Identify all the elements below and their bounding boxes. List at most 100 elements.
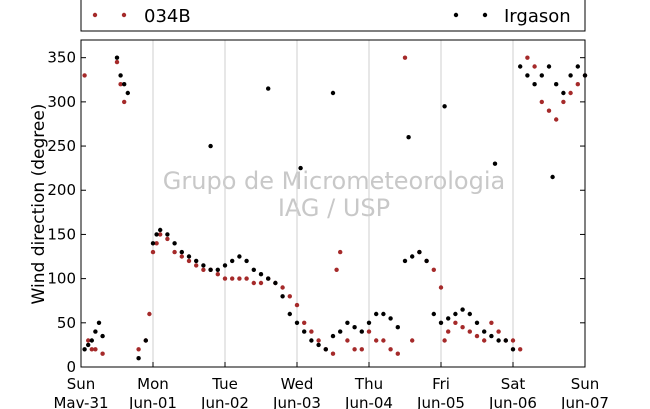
point-irgason (503, 338, 508, 343)
x-tick-date: Jun-04 (344, 394, 393, 409)
point-034b (446, 329, 451, 334)
point-034b (302, 320, 307, 325)
point-irgason (201, 263, 206, 268)
x-tick-date: Jun-05 (416, 394, 465, 409)
point-irgason (539, 73, 544, 78)
point-irgason (374, 311, 379, 317)
point-034b (453, 320, 458, 325)
point-irgason (93, 329, 98, 334)
x-tick-day: Sun (571, 375, 600, 393)
x-tick-day: Sun (67, 375, 96, 393)
point-034b (316, 338, 321, 343)
point-irgason (424, 258, 429, 264)
point-irgason (561, 90, 566, 96)
point-irgason (554, 82, 559, 87)
point-irgason (125, 90, 130, 96)
point-034b (532, 64, 537, 69)
plot-frame (80, 39, 586, 368)
point-irgason (438, 320, 444, 325)
point-irgason (431, 311, 436, 317)
point-irgason (467, 311, 472, 317)
point-irgason (258, 272, 264, 277)
point-irgason (222, 263, 228, 268)
point-034b (489, 320, 494, 325)
point-034b (136, 347, 141, 352)
point-034b (251, 280, 256, 286)
point-irgason (330, 333, 336, 339)
x-tick-day: Thu (354, 375, 383, 393)
point-034b (309, 329, 314, 334)
point-irgason (568, 73, 573, 78)
point-irgason (237, 254, 242, 259)
point-irgason (395, 325, 400, 330)
x-tick-day: Fri (432, 375, 450, 393)
point-034b (287, 294, 292, 299)
point-irgason (165, 232, 170, 237)
point-irgason (352, 325, 357, 330)
x-tick-date: Jun-07 (560, 394, 609, 409)
point-034b (525, 55, 530, 60)
point-irgason (251, 267, 256, 272)
point-irgason (172, 241, 177, 246)
point-irgason (359, 329, 364, 334)
point-034b (410, 338, 415, 343)
point-irgason (208, 267, 213, 272)
x-tick-day: Mon (137, 375, 169, 393)
point-irgason (546, 64, 552, 69)
point-irgason (302, 329, 307, 334)
x-tick-date: Jun-02 (200, 394, 249, 409)
point-034b (442, 338, 447, 343)
point-034b (496, 329, 501, 334)
point-irgason (96, 320, 102, 325)
point-irgason (122, 82, 127, 87)
point-irgason (525, 73, 530, 78)
point-irgason (208, 143, 213, 149)
point-irgason (338, 329, 343, 334)
point-irgason (489, 333, 494, 339)
legend-marker-034b-1 (92, 12, 98, 18)
point-irgason (492, 161, 498, 166)
point-034b (438, 285, 444, 290)
legend-label-034b: 034B (144, 6, 191, 27)
point-irgason (298, 165, 303, 171)
y-tick-label: 0 (66, 358, 76, 376)
point-irgason (309, 338, 314, 343)
point-irgason (366, 320, 372, 325)
point-irgason (186, 254, 192, 259)
point-034b (575, 82, 580, 87)
point-034b (230, 276, 235, 281)
point-034b (172, 249, 177, 255)
point-034b (474, 333, 480, 339)
y-tick-label: 150 (47, 225, 76, 243)
point-irgason (575, 64, 580, 69)
point-034b (518, 347, 523, 352)
legend-label-irgason: Irgason (504, 6, 571, 27)
point-034b (258, 280, 264, 286)
point-034b (366, 329, 372, 334)
point-034b (568, 90, 573, 96)
point-034b (460, 325, 465, 330)
point-034b (215, 272, 220, 277)
watermark-line-2: IAG / USP (278, 194, 390, 222)
point-irgason (86, 342, 91, 348)
point-034b (388, 347, 393, 352)
point-irgason (273, 280, 278, 286)
point-irgason (345, 320, 350, 325)
point-irgason (230, 258, 235, 264)
point-irgason (136, 356, 141, 361)
y-tick-label: 300 (47, 93, 76, 111)
y-axis-ticks: 0 50 100 150 200 250 300 350 (47, 49, 585, 376)
point-034b (359, 347, 364, 352)
y-tick-label: 250 (47, 137, 76, 155)
point-034b (93, 347, 98, 352)
point-irgason (287, 311, 292, 317)
point-034b (330, 351, 336, 356)
point-034b (561, 99, 566, 105)
point-034b (510, 338, 516, 343)
gridlines (152, 40, 514, 367)
point-034b (86, 338, 91, 343)
watermark-line-1: Grupo de Micrometeorologia (163, 167, 505, 195)
point-034b (381, 338, 386, 343)
point-irgason (244, 258, 249, 264)
